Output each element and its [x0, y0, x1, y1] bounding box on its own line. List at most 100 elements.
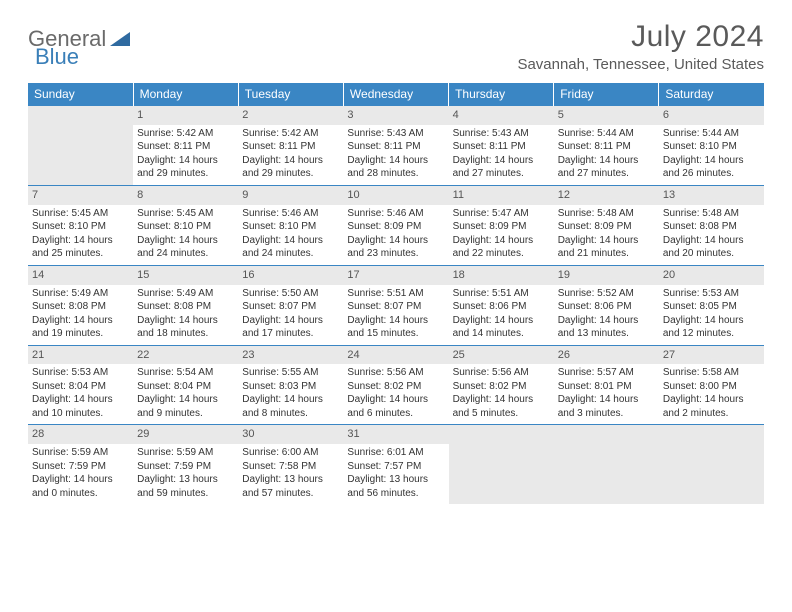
day-number: 20: [659, 266, 764, 285]
sunrise-line: Sunrise: 5:54 AM: [137, 366, 234, 380]
calendar-cell: 16Sunrise: 5:50 AMSunset: 8:07 PMDayligh…: [238, 265, 343, 345]
day-details: Sunrise: 5:50 AMSunset: 8:07 PMDaylight:…: [238, 285, 343, 345]
daylight-line: Daylight: 14 hours and 14 minutes.: [453, 314, 550, 341]
calendar-cell: 14Sunrise: 5:49 AMSunset: 8:08 PMDayligh…: [28, 265, 133, 345]
sunset-line: Sunset: 8:03 PM: [242, 380, 339, 394]
sunset-line: Sunset: 8:06 PM: [453, 300, 550, 314]
sunset-line: Sunset: 8:06 PM: [558, 300, 655, 314]
day-number: 11: [449, 186, 554, 205]
weekday-header: Tuesday: [238, 83, 343, 106]
day-number: 22: [133, 346, 238, 365]
daylight-line: Daylight: 14 hours and 19 minutes.: [32, 314, 129, 341]
calendar-cell: 19Sunrise: 5:52 AMSunset: 8:06 PMDayligh…: [554, 265, 659, 345]
daylight-line: Daylight: 14 hours and 27 minutes.: [453, 154, 550, 181]
sunrise-line: Sunrise: 5:50 AM: [242, 287, 339, 301]
day-details: Sunrise: 6:00 AMSunset: 7:58 PMDaylight:…: [238, 444, 343, 504]
daylight-line: Daylight: 14 hours and 15 minutes.: [347, 314, 444, 341]
calendar-week-row: 28Sunrise: 5:59 AMSunset: 7:59 PMDayligh…: [28, 425, 764, 504]
day-details: Sunrise: 5:56 AMSunset: 8:02 PMDaylight:…: [449, 364, 554, 424]
day-details: Sunrise: 5:45 AMSunset: 8:10 PMDaylight:…: [133, 205, 238, 265]
day-number: 2: [238, 106, 343, 125]
day-number: 3: [343, 106, 448, 125]
day-number: 9: [238, 186, 343, 205]
sunset-line: Sunset: 8:08 PM: [663, 220, 760, 234]
day-details: Sunrise: 5:55 AMSunset: 8:03 PMDaylight:…: [238, 364, 343, 424]
sunrise-line: Sunrise: 5:44 AM: [663, 127, 760, 141]
day-details: Sunrise: 5:52 AMSunset: 8:06 PMDaylight:…: [554, 285, 659, 345]
day-details: Sunrise: 5:59 AMSunset: 7:59 PMDaylight:…: [28, 444, 133, 504]
daylight-line: Daylight: 14 hours and 10 minutes.: [32, 393, 129, 420]
sunrise-line: Sunrise: 5:53 AM: [663, 287, 760, 301]
daylight-line: Daylight: 14 hours and 5 minutes.: [453, 393, 550, 420]
location-subtitle: Savannah, Tennessee, United States: [517, 56, 764, 73]
sunrise-line: Sunrise: 5:57 AM: [558, 366, 655, 380]
sunset-line: Sunset: 8:11 PM: [453, 140, 550, 154]
sunrise-line: Sunrise: 5:43 AM: [453, 127, 550, 141]
day-number: 5: [554, 106, 659, 125]
sunset-line: Sunset: 8:10 PM: [663, 140, 760, 154]
calendar-cell: 23Sunrise: 5:55 AMSunset: 8:03 PMDayligh…: [238, 345, 343, 425]
sunset-line: Sunset: 8:07 PM: [347, 300, 444, 314]
weekday-header: Thursday: [449, 83, 554, 106]
sunset-line: Sunset: 8:08 PM: [32, 300, 129, 314]
logo-text-blue: Blue: [35, 44, 79, 70]
calendar-cell: [659, 425, 764, 504]
day-number: 1: [133, 106, 238, 125]
calendar-cell: 10Sunrise: 5:46 AMSunset: 8:09 PMDayligh…: [343, 185, 448, 265]
sunset-line: Sunset: 8:11 PM: [137, 140, 234, 154]
day-details: Sunrise: 5:43 AMSunset: 8:11 PMDaylight:…: [343, 125, 448, 185]
daylight-line: Daylight: 14 hours and 17 minutes.: [242, 314, 339, 341]
calendar-week-row: 21Sunrise: 5:53 AMSunset: 8:04 PMDayligh…: [28, 345, 764, 425]
calendar-cell: 29Sunrise: 5:59 AMSunset: 7:59 PMDayligh…: [133, 425, 238, 504]
day-number: 4: [449, 106, 554, 125]
sunset-line: Sunset: 8:02 PM: [347, 380, 444, 394]
sunrise-line: Sunrise: 5:55 AM: [242, 366, 339, 380]
sunrise-line: Sunrise: 5:46 AM: [242, 207, 339, 221]
sunrise-line: Sunrise: 5:48 AM: [663, 207, 760, 221]
sunset-line: Sunset: 8:11 PM: [242, 140, 339, 154]
page-header: General July 2024 Savannah, Tennessee, U…: [28, 20, 764, 73]
daylight-line: Daylight: 14 hours and 6 minutes.: [347, 393, 444, 420]
calendar-week-row: 14Sunrise: 5:49 AMSunset: 8:08 PMDayligh…: [28, 265, 764, 345]
day-details: Sunrise: 5:59 AMSunset: 7:59 PMDaylight:…: [133, 444, 238, 504]
weekday-header: Wednesday: [343, 83, 448, 106]
sunrise-line: Sunrise: 5:49 AM: [32, 287, 129, 301]
sunset-line: Sunset: 8:09 PM: [453, 220, 550, 234]
calendar-cell: 22Sunrise: 5:54 AMSunset: 8:04 PMDayligh…: [133, 345, 238, 425]
day-details: Sunrise: 5:58 AMSunset: 8:00 PMDaylight:…: [659, 364, 764, 424]
sunset-line: Sunset: 8:11 PM: [558, 140, 655, 154]
calendar-cell: 5 Sunrise: 5:44 AMSunset: 8:11 PMDaylight…: [554, 106, 659, 186]
sunrise-line: Sunrise: 5:44 AM: [558, 127, 655, 141]
daylight-line: Daylight: 14 hours and 3 minutes.: [558, 393, 655, 420]
sunset-line: Sunset: 8:04 PM: [32, 380, 129, 394]
calendar-cell: 2Sunrise: 5:42 AMSunset: 8:11 PMDaylight…: [238, 106, 343, 186]
daylight-line: Daylight: 14 hours and 27 minutes.: [558, 154, 655, 181]
day-details: Sunrise: 5:57 AMSunset: 8:01 PMDaylight:…: [554, 364, 659, 424]
daylight-line: Daylight: 14 hours and 13 minutes.: [558, 314, 655, 341]
daylight-line: Daylight: 13 hours and 57 minutes.: [242, 473, 339, 500]
daylight-line: Daylight: 13 hours and 59 minutes.: [137, 473, 234, 500]
daylight-line: Daylight: 14 hours and 12 minutes.: [663, 314, 760, 341]
daylight-line: Daylight: 14 hours and 9 minutes.: [137, 393, 234, 420]
day-details: Sunrise: 5:44 AMSunset: 8:10 PMDaylight:…: [659, 125, 764, 185]
sunrise-line: Sunrise: 5:49 AM: [137, 287, 234, 301]
day-details: Sunrise: 5:48 AMSunset: 8:08 PMDaylight:…: [659, 205, 764, 265]
sunset-line: Sunset: 8:00 PM: [663, 380, 760, 394]
sunrise-line: Sunrise: 5:58 AM: [663, 366, 760, 380]
calendar-cell: 25Sunrise: 5:56 AMSunset: 8:02 PMDayligh…: [449, 345, 554, 425]
sunrise-line: Sunrise: 5:51 AM: [453, 287, 550, 301]
calendar-cell: 11Sunrise: 5:47 AMSunset: 8:09 PMDayligh…: [449, 185, 554, 265]
calendar-cell: 31Sunrise: 6:01 AMSunset: 7:57 PMDayligh…: [343, 425, 448, 504]
day-number: 16: [238, 266, 343, 285]
sunset-line: Sunset: 8:05 PM: [663, 300, 760, 314]
sunrise-line: Sunrise: 6:00 AM: [242, 446, 339, 460]
daylight-line: Daylight: 14 hours and 22 minutes.: [453, 234, 550, 261]
calendar-cell: 17Sunrise: 5:51 AMSunset: 8:07 PMDayligh…: [343, 265, 448, 345]
day-number: 18: [449, 266, 554, 285]
calendar-cell: 30Sunrise: 6:00 AMSunset: 7:58 PMDayligh…: [238, 425, 343, 504]
sunset-line: Sunset: 8:07 PM: [242, 300, 339, 314]
daylight-line: Daylight: 14 hours and 28 minutes.: [347, 154, 444, 181]
calendar-cell: [28, 106, 133, 186]
sunset-line: Sunset: 7:58 PM: [242, 460, 339, 474]
calendar-cell: 24Sunrise: 5:56 AMSunset: 8:02 PMDayligh…: [343, 345, 448, 425]
